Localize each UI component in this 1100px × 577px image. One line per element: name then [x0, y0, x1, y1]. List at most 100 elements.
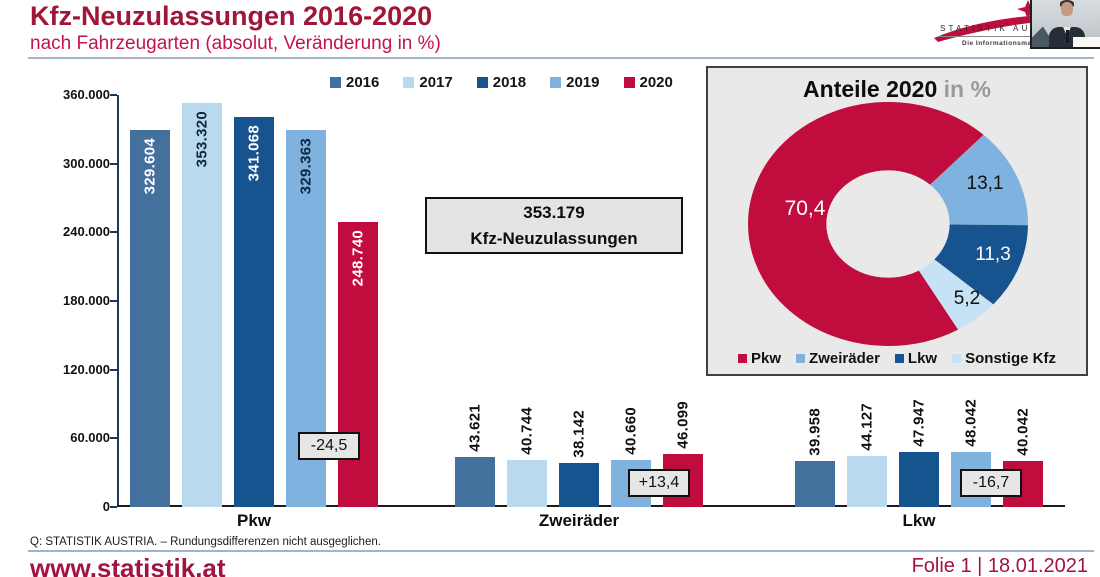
y-tick-label: 0 [102, 499, 110, 514]
legend-item-2016: 2016 [330, 74, 379, 91]
y-tick-label: 240.000 [63, 224, 110, 240]
page-title: Kfz-Neuzulassungen 2016-2020 [30, 1, 433, 31]
logo-tagline: Die Informationsmanager [962, 40, 1052, 47]
bar-group-pkw: 329.604 353.320 341.068 329.363 248.740 -24,5 [130, 95, 378, 507]
legend-item-2019: 2019 [550, 74, 600, 91]
page-subtitle: nach Fahrzeugarten (absolut, Veränderung… [30, 33, 441, 54]
legend-label-2020: 2020 [639, 74, 673, 91]
legend-swatch-2017 [403, 77, 415, 88]
bar-value-label: 39.958 [806, 408, 824, 456]
legend-swatch-2020 [623, 77, 635, 88]
donut-legend-item-pkw: Pkw [738, 350, 781, 367]
legend-label-2018: 2018 [492, 74, 527, 91]
donut-legend-swatch [738, 354, 748, 363]
y-tick-mark [110, 506, 117, 508]
donut-title-main: Anteile 2020 [803, 76, 938, 102]
donut-slice-zweiräder [748, 102, 1028, 346]
bar-value-label: 43.621 [466, 404, 484, 452]
donut-title: Anteile 2020 in % [708, 76, 1086, 103]
total-value: 353.179 [523, 203, 585, 222]
donut-slice-pkw [748, 102, 1028, 346]
y-tick-mark [110, 368, 117, 371]
bar-value-label: 248.740 [349, 230, 367, 287]
bar-value-label: 40.042 [1014, 408, 1032, 456]
donut-legend-item-sonstige-kfz: Sonstige Kfz [952, 350, 1056, 367]
y-tick-label: 360.000 [63, 87, 110, 102]
category-label-pkw: Pkw [236, 511, 272, 530]
legend-item-2020: 2020 [623, 74, 673, 91]
donut-slice-label-pkw: 70,4 [784, 197, 826, 220]
chart-legend: 2016 2017 2018 2019 2020 [330, 74, 673, 91]
bar-value-label: 40.660 [622, 407, 640, 455]
logo-divider [938, 36, 1096, 37]
legend-swatch-2018 [476, 77, 488, 88]
change-badge-zweiräder: +13,4 [628, 469, 690, 497]
legend-label-2019: 2019 [566, 74, 600, 91]
donut-slice-label-zweiräder: 13,1 [966, 173, 1004, 194]
presenter-tie [1066, 30, 1069, 43]
bar-value-label: 44.127 [858, 403, 876, 451]
logo-wordmark: STATISTIK AUSTRIA [940, 24, 1071, 33]
total-label: Kfz-Neuzulassungen [470, 228, 638, 248]
source-note: Q: STATISTIK AUSTRIA. – Rundungsdifferen… [30, 536, 381, 548]
donut-title-suffix: in % [943, 76, 991, 102]
bar-value-label: 329.604 [141, 138, 159, 195]
y-tick-mark [110, 94, 117, 96]
y-axis [117, 95, 119, 507]
donut-legend-label: Sonstige Kfz [965, 350, 1056, 367]
bar-2018-lkw [899, 452, 939, 507]
category-label-zweiräder: Zweiräder [538, 511, 620, 530]
y-tick-label: 60.000 [70, 430, 110, 446]
bar-value-label: 47.947 [910, 399, 928, 447]
bar-group-zweiräder: 43.621 40.744 38.142 40.660 46.099 +13,4 [455, 95, 703, 507]
donut-legend-label: Lkw [907, 350, 938, 367]
bar-group-lkw: 39.958 44.127 47.947 48.042 40.042 -16,7 [795, 95, 1043, 507]
donut-legend-swatch [952, 354, 962, 363]
bar-2018-zweiräder [559, 463, 599, 507]
bar-2017-pkw: 353.320 [182, 103, 222, 507]
presenter-face [1061, 2, 1073, 16]
y-tick-mark [110, 231, 117, 234]
donut-legend-label: Zweiräder [809, 350, 880, 367]
donut-legend-label: Pkw [751, 350, 782, 367]
header-divider [28, 57, 1094, 59]
slide-number-date: Folie 1 | 18.01.2021 [911, 555, 1088, 577]
webcam-caption-bar [1073, 37, 1100, 47]
total-info-box: 353.179 Kfz-Neuzulassungen [425, 197, 683, 254]
bar-2017-lkw [847, 456, 887, 507]
legend-item-2018: 2018 [476, 74, 527, 91]
bar-2016-pkw: 329.604 [130, 130, 170, 507]
bar-value-label: 353.320 [193, 111, 211, 168]
legend-item-2017: 2017 [403, 74, 453, 91]
bar-value-label: 341.068 [245, 125, 263, 182]
bar-value-label: 48.042 [962, 399, 980, 447]
donut-legend-item-lkw: Lkw [894, 350, 938, 367]
donut-legend: Pkw Zweiräder Lkw Sonstige Kfz [708, 350, 1086, 367]
donut-legend-swatch [796, 354, 806, 363]
bar-2017-zweiräder [507, 460, 547, 507]
presenter-webcam-overlay [1030, 0, 1100, 49]
y-tick-label: 300.000 [63, 155, 110, 171]
y-tick-mark [110, 300, 117, 302]
y-tick-label: 180.000 [63, 293, 110, 308]
change-badge-lkw: -16,7 [960, 469, 1022, 497]
bar-2018-pkw: 341.068 [234, 117, 274, 507]
legend-label-2017: 2017 [419, 74, 453, 91]
website-link[interactable]: www.statistik.at [30, 553, 226, 577]
legend-swatch-2016 [330, 77, 341, 88]
bar-2020-pkw: 248.740 [338, 222, 378, 507]
legend-swatch-2019 [550, 77, 562, 88]
y-tick-mark [110, 437, 117, 440]
donut-legend-swatch [894, 354, 904, 363]
donut-panel: Anteile 2020 in % 70,4 13,1 11,3 5,2 Pkw Zwe… [706, 66, 1088, 376]
y-tick-mark [110, 162, 117, 165]
y-tick-label: 120.000 [63, 361, 110, 377]
bar-2016-lkw [795, 461, 835, 507]
logo-star-icon [1017, 0, 1039, 20]
donut-hole [826, 170, 950, 278]
bar-value-label: 329.363 [297, 138, 315, 195]
legend-label-2016: 2016 [346, 74, 380, 91]
donut-legend-item-zweiräder: Zweiräder [796, 350, 880, 367]
donut-slice-label-lkw: 11,3 [975, 244, 1011, 265]
